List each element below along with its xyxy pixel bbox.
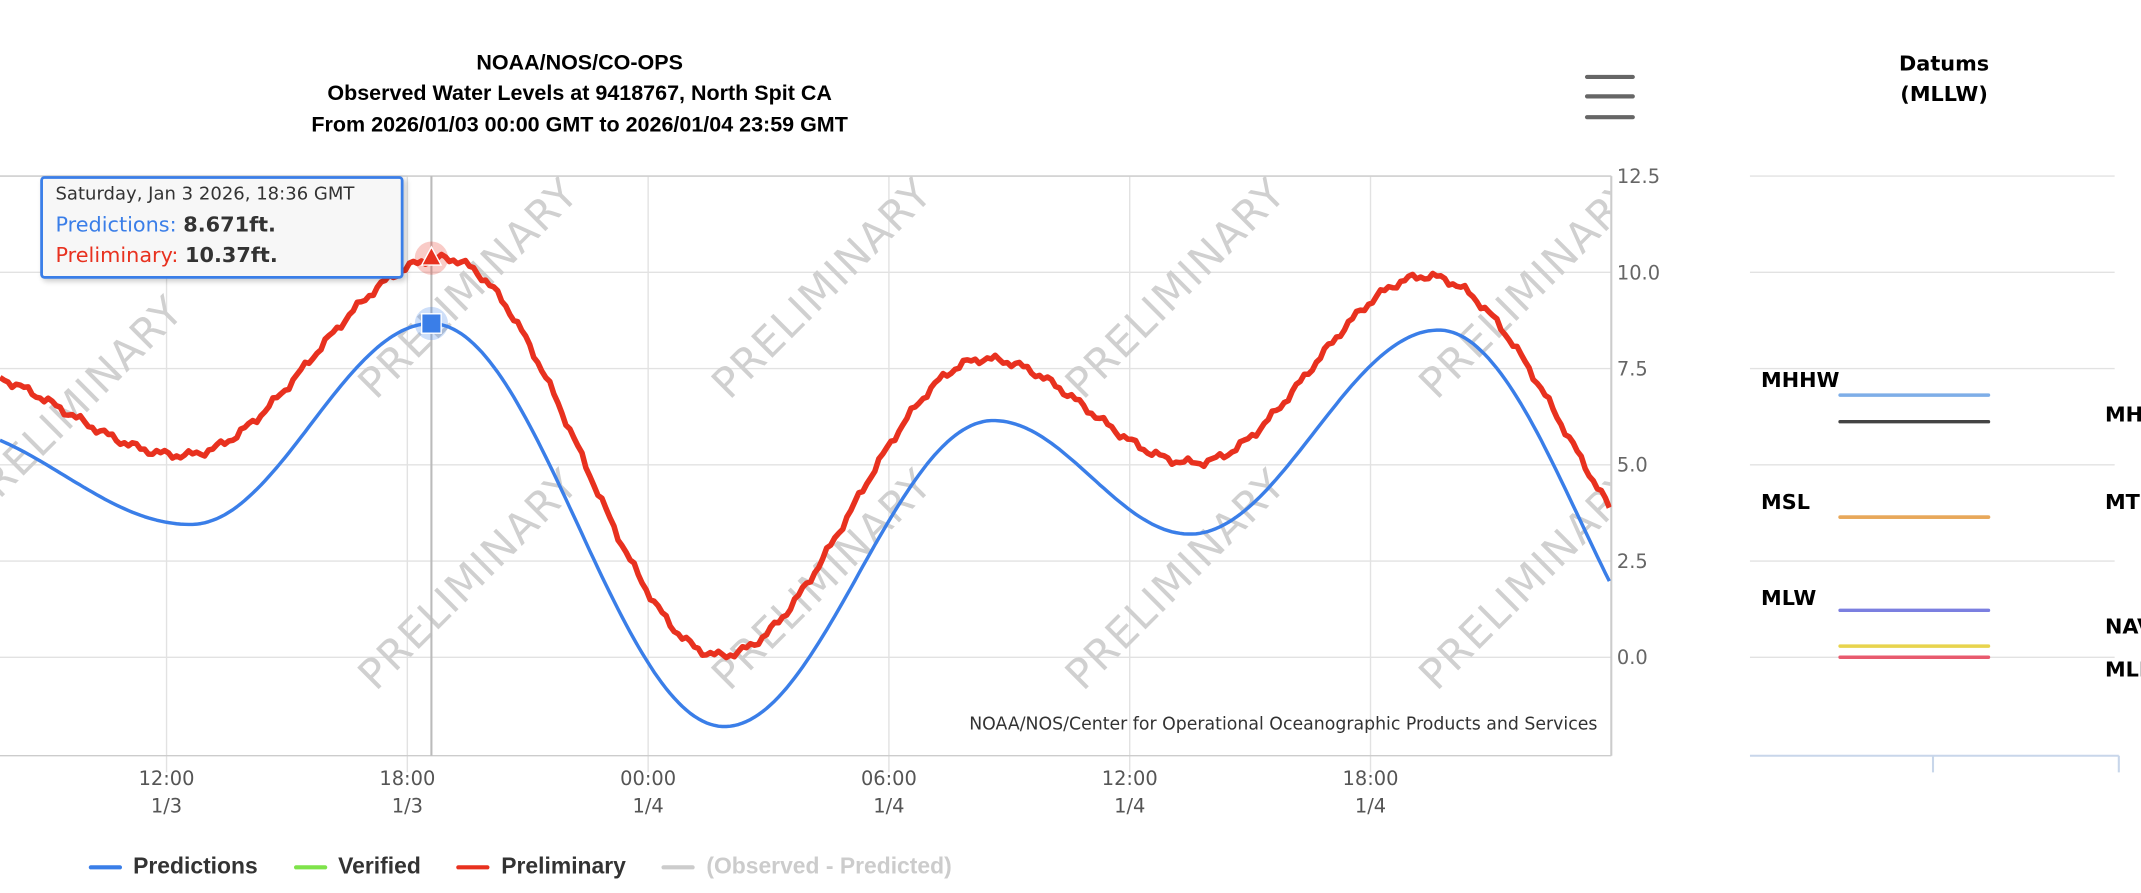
datums-title: Datums (1899, 51, 1990, 77)
datum-label-mlw: MLW (1761, 586, 1816, 610)
legend-label: Predictions (133, 854, 258, 880)
x-tick-time: 00:00 (620, 767, 676, 790)
preliminary-marker-triangle (420, 245, 443, 266)
legend-swatch (661, 865, 696, 870)
y-tick-label: 5.0 (1617, 454, 1648, 477)
x-tick-date: 1/4 (1355, 795, 1386, 818)
x-tick-date: 1/4 (1114, 795, 1145, 818)
legend-swatch (88, 865, 123, 870)
water-level-chart: 0.0 2.5 5.0 7.5 10.0 12.5 12:00 1/3 18:00 1/3 00:0… (0, 165, 2141, 818)
tooltip-date: Saturday, Jan 3 2026, 18:36 GMT (55, 184, 355, 206)
x-tick-date: 1/4 (633, 795, 664, 818)
preliminary-watermark: PRELIMINARY (1409, 459, 1649, 699)
x-tick-time: 18:00 (1343, 767, 1399, 790)
preliminary-watermark: PRELIMINARY (0, 286, 193, 526)
legend-verified[interactable]: Verified (293, 854, 421, 880)
y-tick-label: 0.0 (1617, 646, 1648, 669)
legend-swatch (293, 865, 328, 870)
legend-observed-minus-predicted[interactable]: (Observed - Predicted) (661, 854, 952, 880)
legend-predictions[interactable]: Predictions (88, 854, 258, 880)
x-tick-time: 06:00 (861, 767, 917, 790)
datum-label-mhhw: MHHW (1761, 368, 1839, 392)
y-tick-label: 10.0 (1617, 261, 1660, 284)
chart-legend: Predictions Verified Preliminary (Observ… (88, 854, 988, 880)
preliminary-watermark: PRELIMINARY (702, 168, 942, 408)
chart-title-agency: NOAA/NOS/CO-OPS (476, 51, 683, 75)
legend-label: Preliminary (501, 854, 626, 880)
x-tick-date: 1/3 (151, 795, 182, 818)
chart-credits: NOAA/NOS/Center for Operational Oceanogr… (969, 714, 1597, 734)
series-line-preliminary (0, 251, 1612, 661)
y-tick-label: 7.5 (1617, 358, 1648, 381)
datum-label-navd88: NAVD88 (2105, 615, 2141, 639)
datums-subtitle: (MLLW) (1900, 81, 1988, 107)
chart-title-range: From 2026/01/03 00:00 GMT to 2026/01/04 … (311, 113, 848, 138)
predictions-marker-square (421, 313, 442, 334)
chart-title-station: Observed Water Levels at 9418767, North … (327, 81, 832, 106)
tooltip-predictions-label: Predictions: (55, 212, 177, 238)
datum-label-mtl: MTL (2105, 490, 2141, 514)
datum-label-mhw: MHW (2105, 403, 2141, 427)
x-tick-date: 1/3 (392, 795, 423, 818)
legend-label: (Observed - Predicted) (706, 854, 952, 880)
x-tick-date: 1/4 (873, 795, 904, 818)
legend-preliminary[interactable]: Preliminary (456, 854, 626, 880)
preliminary-watermark: PRELIMINARY (348, 459, 588, 699)
hover-tooltip: Saturday, Jan 3 2026, 18:36 GMT Predicti… (40, 176, 404, 279)
x-tick-time: 12:00 (1102, 767, 1158, 790)
tooltip-predictions-value: 8.671ft. (183, 212, 276, 238)
legend-label: Verified (338, 854, 421, 880)
series-layer (0, 251, 1612, 729)
x-tick-time: 12:00 (139, 767, 195, 790)
y-tick-label: 12.5 (1617, 165, 1660, 188)
tooltip-preliminary-value: 10.37ft. (185, 242, 278, 268)
datum-label-msl: MSL (1761, 490, 1810, 514)
preliminary-watermark: PRELIMINARY (1055, 168, 1295, 408)
y-tick-label: 2.5 (1617, 550, 1648, 573)
series-line-predictions (0, 321, 1611, 729)
datum-label-mllw: MLLW (2105, 658, 2141, 682)
legend-swatch (456, 865, 491, 870)
x-tick-time: 18:00 (379, 767, 435, 790)
hamburger-menu-icon[interactable] (1582, 69, 1637, 124)
tooltip-preliminary-label: Preliminary: (55, 242, 179, 268)
